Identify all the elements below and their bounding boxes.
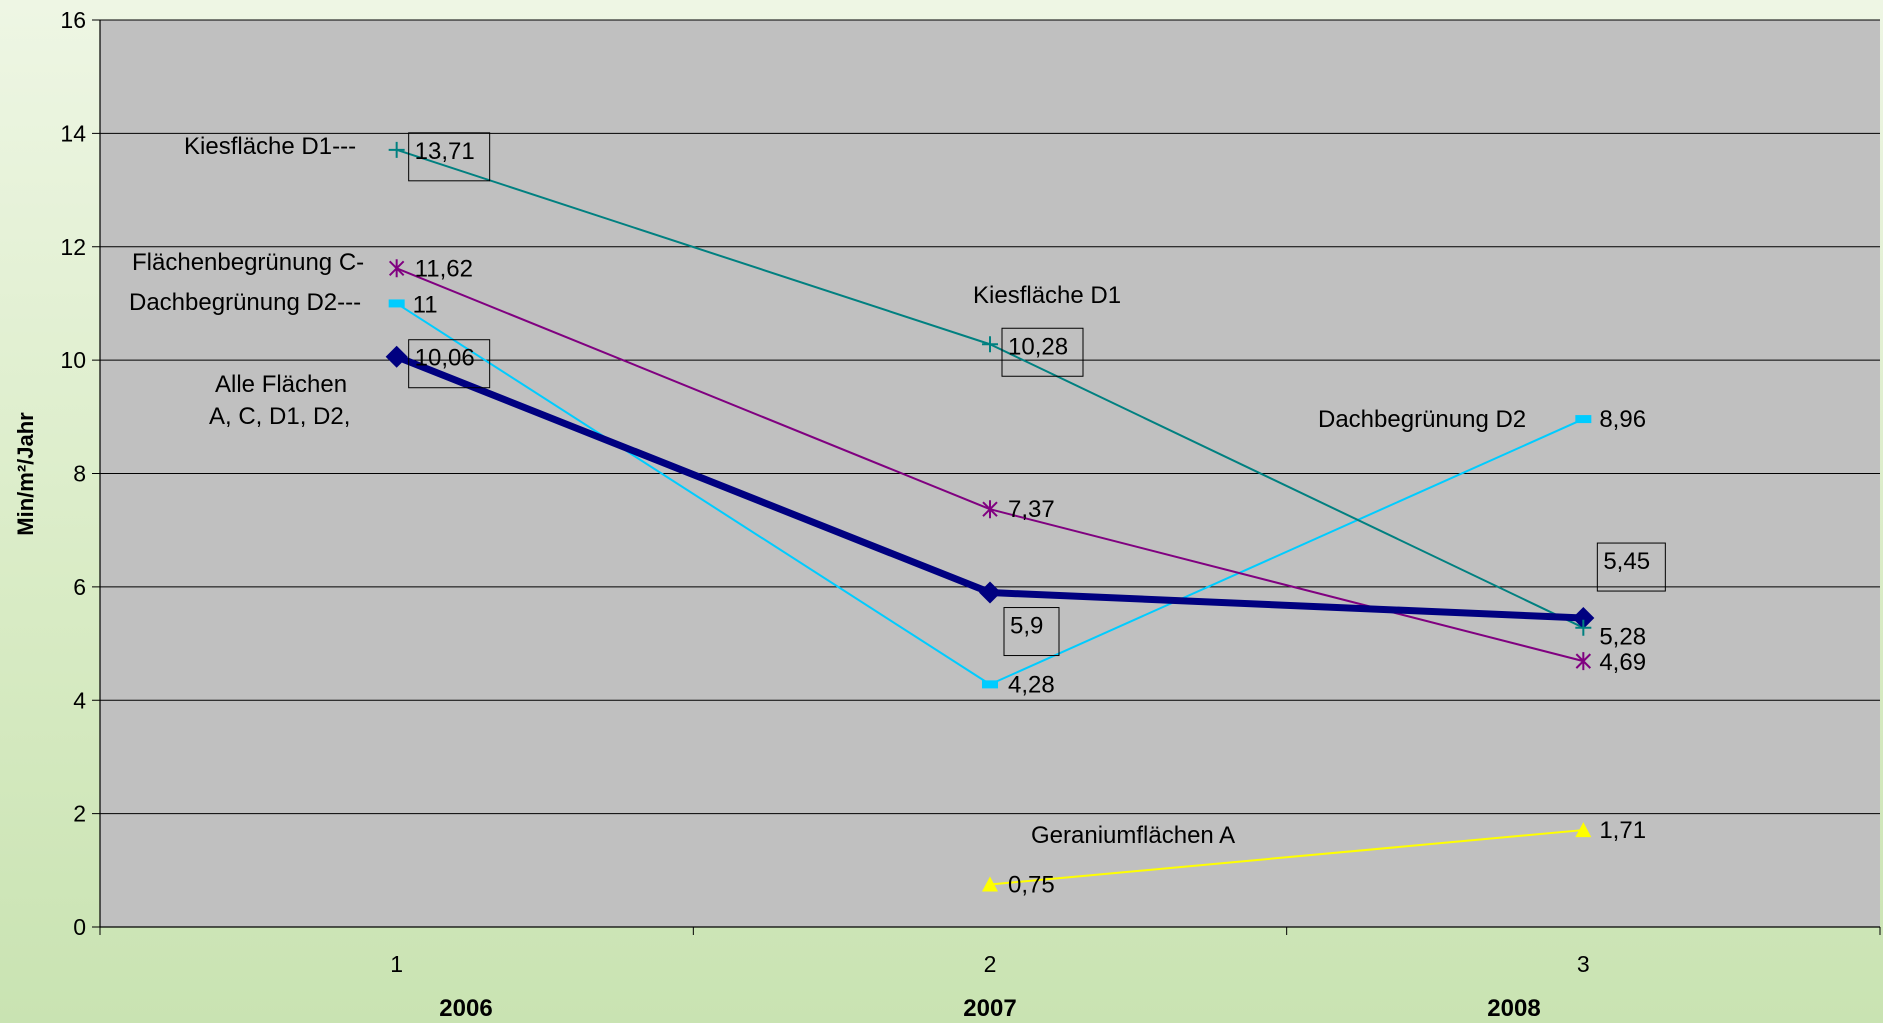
data-label-s1-p1: 10,28 [1008,333,1068,360]
y-tick-label-8: 8 [73,461,86,487]
annotation-alle-line1: Alle Flächen [215,371,347,398]
y-tick-label-2: 2 [73,801,86,827]
data-label-s0-p2: 5,45 [1603,548,1650,575]
y-tick-label-6: 6 [73,574,86,600]
data-label-s3-p1: 4,28 [1008,671,1055,698]
x-tick-label-1: 1 [390,951,403,977]
year-label-2007: 2007 [963,995,1016,1022]
marker-s3-p0 [389,299,405,307]
annotation-geranium: Geraniumflächen A [1031,822,1235,849]
y-axis-label: Min/m²/Jahr [13,412,38,536]
data-label-s4-p2: 1,71 [1599,817,1646,844]
data-label-s1-p0: 13,71 [415,138,475,165]
data-label-s1-p2: 5,28 [1599,624,1646,651]
data-label-s3-p2: 8,96 [1599,406,1646,433]
x-tick-label-2: 2 [984,951,997,977]
y-tick-label-10: 10 [60,347,86,373]
data-label-s4-p1: 0,75 [1008,871,1055,898]
annotation-kies-d1-mid: Kiesfläche D1 [973,282,1121,309]
year-label-2008: 2008 [1487,995,1540,1022]
data-label-s3-p0: 11 [413,291,438,318]
year-labels: 2006 2007 2008 [439,995,1540,1022]
year-label-2006: 2006 [439,995,492,1022]
annotation-dach-d2-start: Dachbegrünung D2--- [129,289,361,316]
y-tick-label-14: 14 [60,120,86,146]
data-label-s0-p0: 10,06 [415,345,475,372]
x-tick-labels: 1 2 3 [390,951,1589,977]
y-tick-labels: 0 2 4 6 8 10 12 14 16 [60,7,86,940]
marker-s3-p2 [1575,415,1591,423]
data-label-s0-p1: 5,9 [1010,613,1043,640]
marker-s3-p1 [982,680,998,688]
y-tick-label-4: 4 [73,687,86,713]
annotation-dach-d2-end: Dachbegrünung D2 [1318,406,1526,433]
annotation-kies-d1-start: Kiesfläche D1--- [184,133,356,160]
data-label-s2-p2: 4,69 [1599,649,1646,676]
y-tick-label-0: 0 [73,914,86,940]
data-label-s2-p0: 11,62 [415,255,473,282]
annotation-flaechen-c-start: Flächenbegrünung C- [132,249,364,276]
y-tick-label-16: 16 [60,7,86,33]
annotation-alle-line2: A, C, D1, D2, [209,403,350,430]
y-tick-label-12: 12 [60,234,86,260]
data-label-s2-p1: 7,37 [1008,496,1055,523]
x-tick-label-3: 3 [1577,951,1590,977]
